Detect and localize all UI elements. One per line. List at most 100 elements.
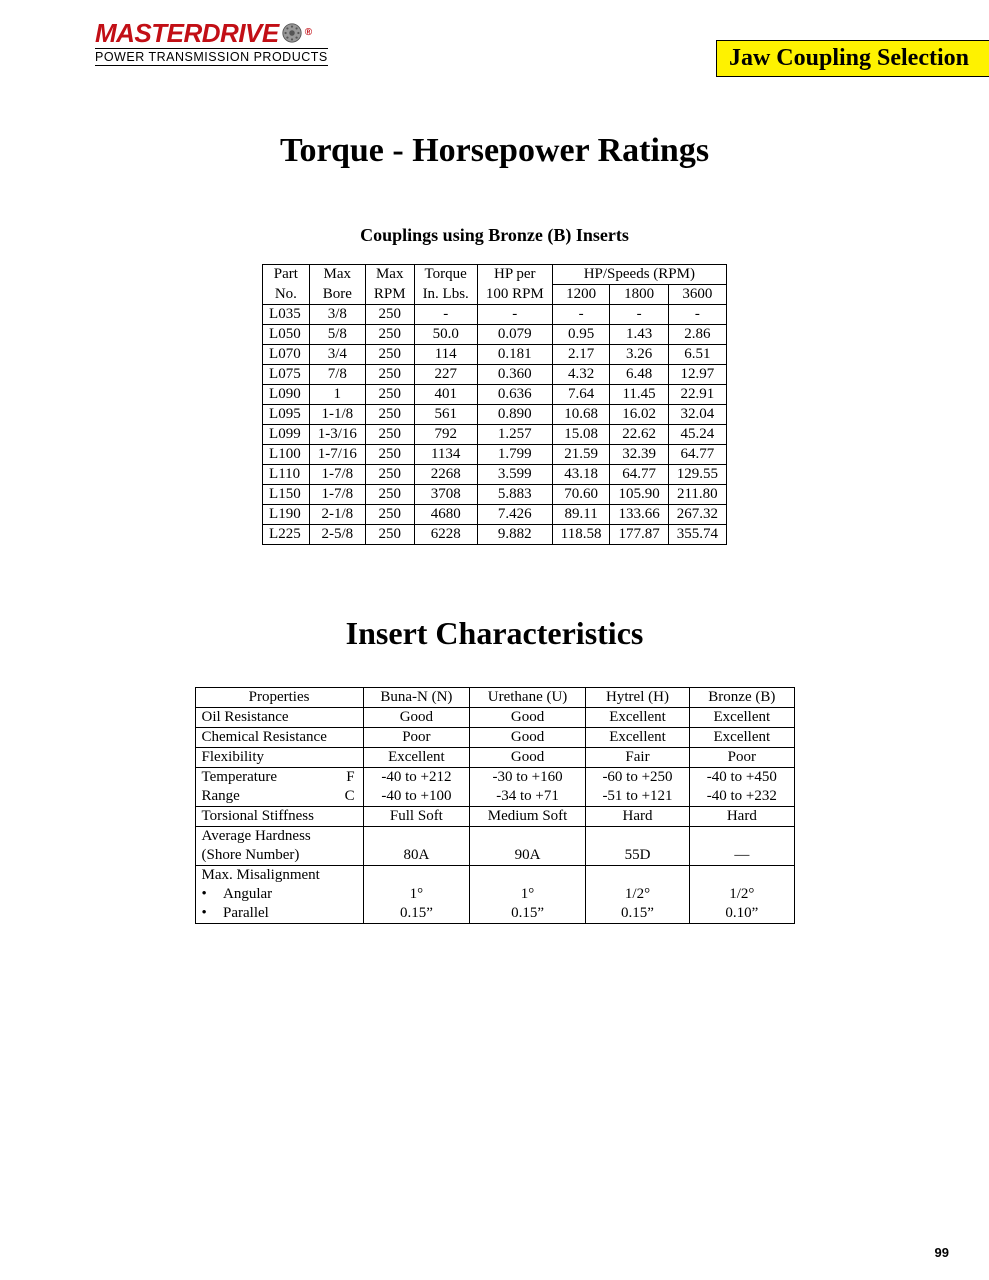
cell: — <box>690 846 794 866</box>
chars-row-tempC: RangeC -40 to +100 -34 to +71 -51 to +12… <box>195 787 794 807</box>
ratings-cell: L075 <box>263 365 310 385</box>
chars-table-wrap: Properties Buna-N (N) Urethane (U) Hytre… <box>0 687 989 924</box>
ratings-cell: 6.48 <box>610 365 668 385</box>
cell: -34 to +71 <box>470 787 586 807</box>
cell <box>690 827 794 847</box>
ratings-cell: 250 <box>365 445 414 465</box>
ratings-cell: 32.39 <box>610 445 668 465</box>
ratings-cell: 21.59 <box>552 445 610 465</box>
hdr-maxbore: Max <box>309 265 365 285</box>
ratings-cell: 89.11 <box>552 505 610 525</box>
prop-tors: Torsional Stiffness <box>195 807 363 827</box>
ratings-cell: 2.17 <box>552 345 610 365</box>
ratings-cell: 6.51 <box>668 345 726 365</box>
ratings-cell: L035 <box>263 305 310 325</box>
ratings-cell: 5/8 <box>309 325 365 345</box>
ratings-cell: 0.181 <box>477 345 552 365</box>
ratings-cell: 211.80 <box>668 485 726 505</box>
cell <box>470 866 586 886</box>
ratings-cell: 7.64 <box>552 385 610 405</box>
cell <box>690 866 794 886</box>
prop-oil: Oil Resistance <box>195 708 363 728</box>
ratings-header-row-2: No. Bore RPM In. Lbs. 100 RPM 1200 1800 … <box>263 285 727 305</box>
hdr-no: No. <box>263 285 310 305</box>
ratings-cell: 64.77 <box>610 465 668 485</box>
ratings-cell: 0.890 <box>477 405 552 425</box>
cell: -40 to +450 <box>690 768 794 788</box>
ratings-cell: 2268 <box>414 465 477 485</box>
cell: 55D <box>585 846 689 866</box>
ratings-cell: 1-7/8 <box>309 465 365 485</box>
ratings-cell: 0.636 <box>477 385 552 405</box>
ratings-row: L2252-5/825062289.882118.58177.87355.74 <box>263 525 727 545</box>
ratings-cell: 6228 <box>414 525 477 545</box>
ratings-cell: 12.97 <box>668 365 726 385</box>
ratings-cell: 0.079 <box>477 325 552 345</box>
cell: -40 to +232 <box>690 787 794 807</box>
page-number: 99 <box>935 1245 949 1260</box>
ratings-cell: 1.43 <box>610 325 668 345</box>
cell <box>585 866 689 886</box>
ratings-row: L0951-1/82505610.89010.6816.0232.04 <box>263 405 727 425</box>
hdr-hpspeeds: HP/Speeds (RPM) <box>552 265 726 285</box>
ratings-cell: 1-7/8 <box>309 485 365 505</box>
label: F <box>346 768 354 787</box>
ratings-cell: 5.883 <box>477 485 552 505</box>
hdr-3600: 3600 <box>668 285 726 305</box>
ratings-cell: 133.66 <box>610 505 668 525</box>
hdr-1800: 1800 <box>610 285 668 305</box>
ratings-cell: 4.32 <box>552 365 610 385</box>
ratings-row: L09012504010.6367.6411.4522.91 <box>263 385 727 405</box>
hdr-inlbs: In. Lbs. <box>414 285 477 305</box>
prop-mis: Max. Misalignment <box>195 866 363 886</box>
chars-row-hard2: (Shore Number) 80A 90A 55D — <box>195 846 794 866</box>
ratings-cell: 3/8 <box>309 305 365 325</box>
chars-row-hard1: Average Hardness <box>195 827 794 847</box>
chars-row-chem: Chemical Resistance Poor Good Excellent … <box>195 728 794 748</box>
ratings-row: L1501-7/825037085.88370.60105.90211.80 <box>263 485 727 505</box>
ratings-cell: 2-5/8 <box>309 525 365 545</box>
ratings-cell: L099 <box>263 425 310 445</box>
cell: -51 to +121 <box>585 787 689 807</box>
ratings-cell: 1134 <box>414 445 477 465</box>
cell: -30 to +160 <box>470 768 586 788</box>
ratings-cell: - <box>477 305 552 325</box>
ratings-cell: L095 <box>263 405 310 425</box>
ratings-cell: 1.799 <box>477 445 552 465</box>
chars-row-tempF: TemperatureF -40 to +212 -30 to +160 -60… <box>195 768 794 788</box>
section-title-bar: Jaw Coupling Selection <box>716 40 989 77</box>
gear-icon <box>281 22 303 44</box>
ratings-cell: L225 <box>263 525 310 545</box>
prop-flex: Flexibility <box>195 748 363 768</box>
cell: Excellent <box>690 728 794 748</box>
ratings-cell: 32.04 <box>668 405 726 425</box>
ratings-cell: 250 <box>365 345 414 365</box>
ratings-cell: 250 <box>365 505 414 525</box>
registered-mark: ® <box>305 28 312 38</box>
hdr-bore: Bore <box>309 285 365 305</box>
cell: -40 to +212 <box>363 768 470 788</box>
ratings-cell: 105.90 <box>610 485 668 505</box>
ratings-cell: 250 <box>365 385 414 405</box>
chars-table: Properties Buna-N (N) Urethane (U) Hytre… <box>195 687 795 924</box>
ratings-cell: 250 <box>365 485 414 505</box>
chars-row-oil: Oil Resistance Good Good Excellent Excel… <box>195 708 794 728</box>
cell: 1° <box>363 885 470 904</box>
ratings-cell: 3708 <box>414 485 477 505</box>
cell: Good <box>470 728 586 748</box>
ratings-cell: 401 <box>414 385 477 405</box>
hdr-maxrpm: Max <box>365 265 414 285</box>
main-title: Torque - Horsepower Ratings <box>0 132 989 170</box>
ratings-cell: 3/4 <box>309 345 365 365</box>
label: Range <box>202 787 240 806</box>
cell: Excellent <box>585 728 689 748</box>
page-header: MASTERDRIVE ® POWER TRANSMISSION PRODUCT… <box>0 0 989 77</box>
ratings-cell: 177.87 <box>610 525 668 545</box>
ratings-cell: L070 <box>263 345 310 365</box>
chars-header-row: Properties Buna-N (N) Urethane (U) Hytre… <box>195 688 794 708</box>
ratings-cell: 22.91 <box>668 385 726 405</box>
cell: Full Soft <box>363 807 470 827</box>
ratings-cell: 15.08 <box>552 425 610 445</box>
ratings-row: L1902-1/825046807.42689.11133.66267.32 <box>263 505 727 525</box>
chars-hdr-hytrel: Hytrel (H) <box>585 688 689 708</box>
